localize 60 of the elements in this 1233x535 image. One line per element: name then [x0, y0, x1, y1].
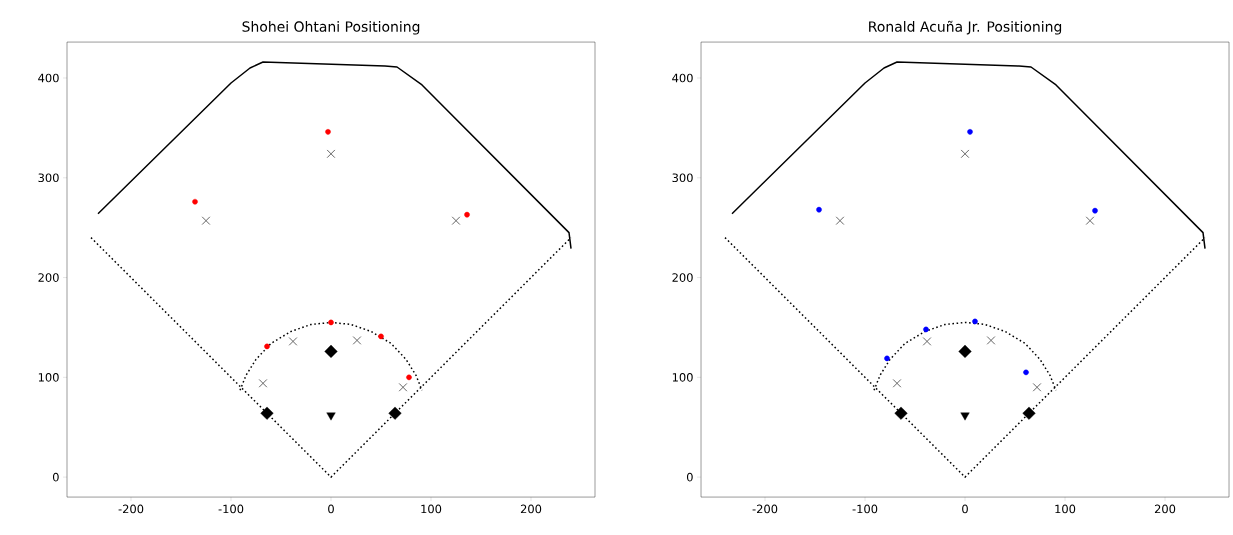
y-tick-label: 300 [672, 173, 693, 183]
point [967, 129, 973, 135]
y-tick-label: 300 [38, 173, 59, 183]
x-tick-label: 0 [962, 504, 968, 514]
point [192, 198, 198, 205]
point [326, 149, 336, 159]
point [1022, 406, 1036, 420]
point [352, 336, 362, 345]
point [398, 382, 408, 392]
point [972, 318, 978, 325]
y-tick-label: 100 [38, 373, 59, 382]
point [958, 344, 972, 358]
point [1023, 369, 1029, 376]
x-tick-label: -100 [218, 504, 244, 514]
point [923, 326, 929, 333]
point [960, 149, 970, 159]
point [451, 216, 461, 226]
x-tick-label: 100 [421, 504, 442, 514]
point [324, 344, 338, 358]
x-tick-label: 0 [328, 504, 334, 514]
point [328, 319, 334, 326]
x-tick-label: 100 [1055, 504, 1076, 514]
point [264, 343, 270, 350]
point [406, 374, 412, 381]
y-tick-label: 400 [672, 73, 693, 83]
point [388, 406, 402, 420]
point [288, 337, 298, 346]
point [464, 211, 470, 218]
point [816, 206, 822, 213]
x-tick-label: 200 [520, 504, 542, 514]
chart-title: Ronald Acuña Jr. Positioning [869, 20, 1062, 35]
y-tick-label: 400 [38, 73, 59, 83]
point [201, 216, 211, 226]
point [1092, 207, 1098, 214]
point [892, 378, 902, 388]
point [260, 406, 274, 420]
point [378, 333, 384, 340]
y-tick-label: 200 [672, 273, 693, 282]
y-tick-label: 200 [38, 273, 59, 282]
y-tick-label: 0 [52, 472, 59, 482]
line-series [239, 321, 423, 392]
x-tick-label: -100 [852, 504, 878, 514]
point [835, 216, 845, 226]
point [326, 412, 336, 421]
x-tick-label: 200 [1154, 504, 1176, 514]
point [960, 412, 970, 421]
point [1085, 216, 1095, 226]
line-series [873, 321, 1057, 392]
y-tick-label: 0 [686, 472, 693, 482]
x-tick-label: -200 [118, 504, 144, 514]
y-tick-label: 100 [672, 373, 693, 382]
point [894, 406, 908, 420]
x-tick-label: -200 [752, 504, 778, 514]
point [325, 129, 331, 135]
chart-title: Shohei Ohtani Positioning [242, 21, 420, 35]
point [884, 355, 890, 362]
point [922, 337, 932, 346]
point [1032, 382, 1042, 392]
point [258, 378, 268, 388]
point [986, 336, 996, 345]
